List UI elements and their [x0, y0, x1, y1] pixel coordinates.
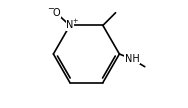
Text: N: N — [66, 20, 74, 30]
Text: NH: NH — [125, 54, 139, 64]
Text: O: O — [53, 8, 60, 18]
Text: −: − — [47, 4, 54, 13]
Text: +: + — [72, 18, 77, 24]
